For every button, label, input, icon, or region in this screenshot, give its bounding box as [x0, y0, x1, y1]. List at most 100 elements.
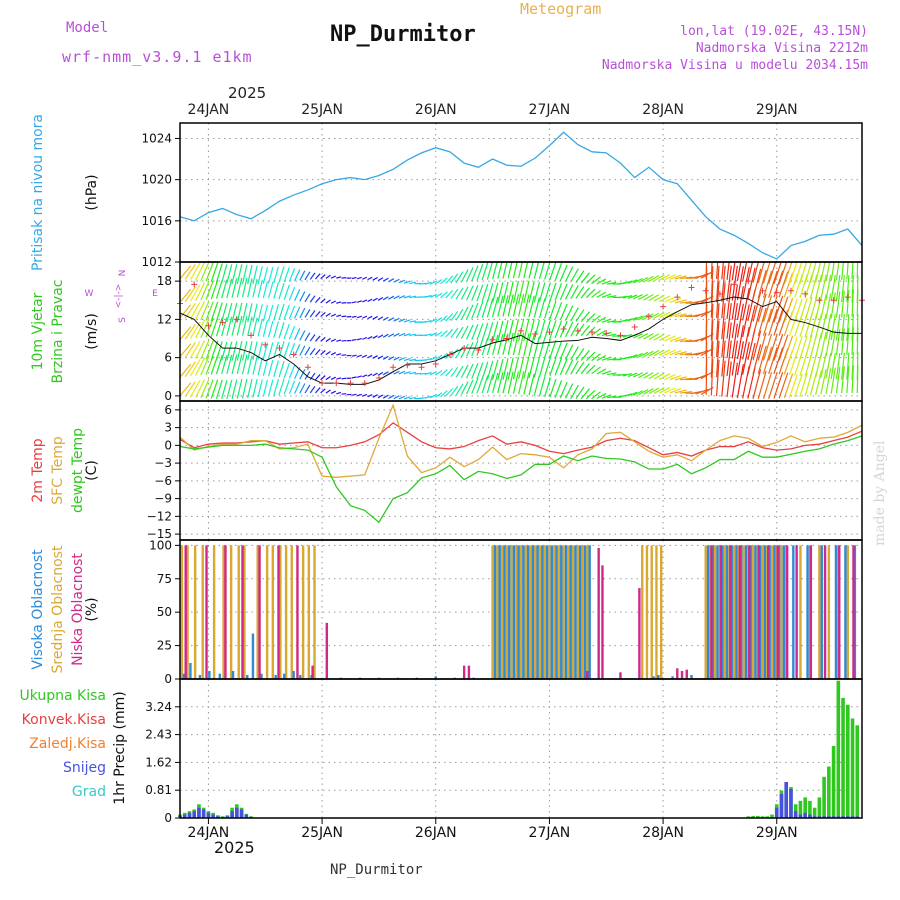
wind-barb [580, 325, 590, 337]
wind-barb [252, 317, 258, 337]
wind-barb [221, 317, 228, 337]
wind-barb [247, 278, 253, 298]
wind-barb [507, 332, 514, 355]
wind-barb [434, 292, 443, 299]
wind-barb [288, 268, 296, 282]
coords-label: lon,lat (19.02E, 43.15N) [680, 24, 868, 39]
cloud-bar-high_cloud [768, 545, 771, 679]
wind-barb [653, 372, 665, 380]
wind-barb [768, 295, 778, 323]
wind-barb [200, 356, 210, 376]
wind-barb [851, 327, 854, 355]
wind-barb [189, 359, 201, 377]
wind-barb [184, 361, 196, 377]
wind-barb [575, 386, 585, 400]
precip-bar-snow [855, 816, 860, 818]
wind-barb [336, 377, 342, 380]
wind-barb [377, 316, 384, 321]
wind-barb [481, 337, 489, 356]
precip-bar-snow [779, 793, 784, 818]
wind-barb [460, 325, 469, 339]
wind-barb [356, 354, 362, 358]
wind-barb [294, 289, 301, 302]
wind-barb [382, 371, 389, 376]
wind-barb [825, 368, 832, 394]
wind-barb [554, 263, 563, 281]
wind-barb [393, 395, 400, 400]
wind-barb [226, 379, 233, 400]
wind-barb [377, 371, 384, 376]
y-tick-label: −12 [147, 509, 172, 523]
wind-barb [736, 364, 744, 399]
wind-barb [523, 372, 530, 395]
wind-gust-marker [219, 319, 226, 326]
wind-barb [736, 286, 744, 321]
cloud-bar-high_cloud [657, 674, 660, 679]
wind-barb [523, 294, 530, 317]
wind-barb [424, 371, 432, 375]
wind-barb [455, 287, 464, 300]
wind-barb [388, 278, 395, 283]
wind-barb [804, 262, 812, 284]
wind-barb [262, 320, 269, 337]
wind-barb [830, 367, 836, 394]
wind-barb [554, 341, 563, 359]
cloud-bar-high_cloud [777, 545, 781, 679]
wind-gust-marker [617, 332, 624, 339]
precip-bar-total_precip [770, 814, 774, 818]
wind-barb [398, 279, 406, 284]
ylabel-precip: 1hr Precip (mm) [112, 691, 128, 804]
cloud-bar-high_cloud [690, 674, 693, 679]
wind-barb [523, 262, 529, 279]
wind-barb [382, 333, 389, 338]
wind-barb [835, 366, 841, 394]
wind-barb [247, 355, 253, 375]
cloud-bar-high_cloud [564, 545, 568, 679]
wind-barb [273, 321, 280, 338]
wind-barb [778, 372, 789, 399]
wind-barb [716, 303, 720, 340]
wind-barb [809, 296, 818, 321]
wind-barb [627, 372, 638, 378]
wind-barb [304, 309, 311, 318]
wind-barb [241, 316, 248, 336]
wind-barb [393, 317, 400, 322]
wind-barb [507, 357, 514, 380]
wind-barb [273, 304, 280, 321]
wind-barb [632, 315, 643, 321]
y-tick-label: 0.81 [145, 783, 172, 797]
wind-barb [622, 318, 633, 322]
cloud-bar-mid_cloud [505, 545, 508, 679]
wind-barb [356, 315, 362, 319]
wind-barb [809, 262, 817, 284]
cloud-bar-high_cloud [782, 545, 786, 679]
wind-barb [570, 360, 579, 375]
wind-barb [825, 274, 832, 301]
wind-barb [434, 354, 443, 361]
wind-barb [507, 294, 514, 317]
wind-barb [476, 263, 484, 281]
wind-barb [497, 295, 504, 317]
cloud-bar-high_cloud [711, 545, 715, 679]
wind-barb [403, 357, 411, 362]
wind-barb [367, 276, 373, 281]
precip-bar-snow [244, 814, 249, 818]
wind-dir-N: N [118, 270, 128, 277]
wind-barb [643, 372, 654, 379]
wind-barb [762, 346, 773, 374]
wind-barb [450, 366, 459, 378]
wind-barb [356, 300, 362, 303]
wind-barb [351, 354, 357, 357]
cloud-bar-mid_cloud [496, 545, 499, 679]
wind-barb [570, 285, 579, 300]
wind-barb [716, 281, 720, 318]
wind-barb [393, 370, 400, 375]
wind-barb [768, 347, 778, 374]
cloud-bar-mid_cloud [243, 545, 246, 679]
wind-barb [252, 278, 258, 298]
precip-bar-total_precip [855, 725, 860, 818]
wind-barb [674, 376, 687, 381]
wind-barb [846, 289, 850, 318]
wind-barb [205, 301, 214, 321]
wind-barb [262, 304, 269, 322]
